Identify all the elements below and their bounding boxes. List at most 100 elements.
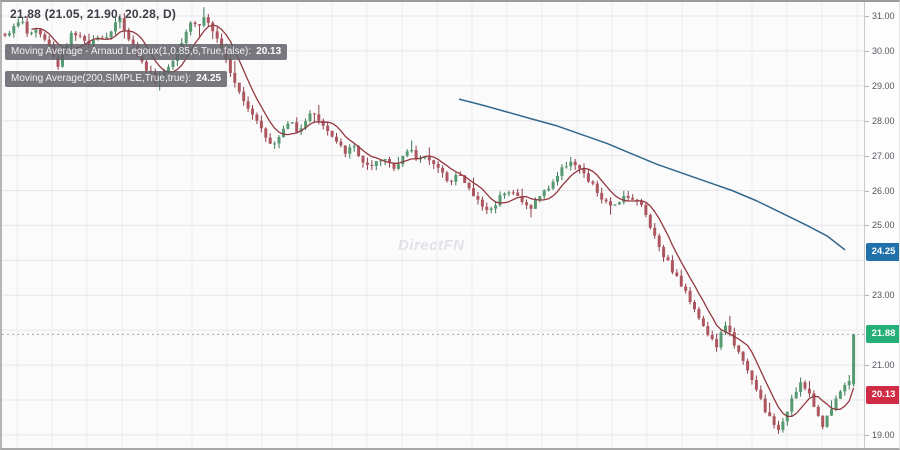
- candle-body: [759, 389, 763, 399]
- candle-body: [701, 318, 705, 327]
- candle-body: [233, 72, 237, 83]
- axis-tick-label: 29.00: [872, 81, 895, 91]
- candle-body: [852, 334, 856, 385]
- candle-body: [396, 164, 400, 169]
- candle-body: [427, 156, 431, 161]
- candle-body: [432, 160, 436, 164]
- candle-body: [436, 164, 440, 168]
- quote-ohlc-line: 21.88 (21.05, 21.90, 20.28, D): [10, 7, 177, 21]
- candle-body: [91, 39, 95, 46]
- candle-body: [609, 201, 612, 206]
- candle-body: [277, 137, 281, 144]
- candle-body: [268, 137, 272, 144]
- axis-tick-mark: [865, 156, 869, 157]
- candle-body: [251, 108, 254, 115]
- candle-body: [684, 286, 688, 291]
- candle-body: [458, 175, 462, 176]
- candle-body: [520, 195, 524, 203]
- candle-body: [198, 24, 201, 26]
- axis-tick-mark: [865, 295, 869, 296]
- candle-body: [706, 326, 710, 335]
- candle-body: [312, 113, 316, 115]
- candle-body: [564, 166, 568, 168]
- candle-body: [551, 181, 555, 189]
- candle-body: [724, 325, 727, 333]
- candle-body: [569, 161, 573, 167]
- candle-body: [414, 150, 418, 160]
- candle-body: [131, 39, 135, 45]
- candle-body: [21, 21, 25, 23]
- candle-body: [295, 122, 299, 133]
- candle-body: [127, 30, 131, 40]
- legend-ma-alma[interactable]: Moving Average - Arnaud Legoux(1,0.85,6,…: [5, 44, 288, 60]
- candle-body: [122, 18, 126, 31]
- candle-body: [171, 60, 175, 67]
- candle-body: [78, 35, 82, 37]
- candle-body: [273, 143, 277, 145]
- price-axis[interactable]: 31.00 30.00 29.00 28.00 27.00 26.00 25.00 23.00…: [864, 2, 899, 448]
- candle-body: [644, 204, 648, 215]
- candle-body: [25, 21, 29, 34]
- axis-tick-label: 26.00: [872, 186, 895, 196]
- axis-tick-mark: [865, 51, 869, 52]
- candle-body: [242, 91, 246, 102]
- legend-ma-200-label: Moving Average(200,SIMPLE,True,true):: [11, 73, 192, 84]
- candle-body: [741, 351, 745, 361]
- candle-body: [494, 205, 498, 209]
- candle-body: [167, 66, 170, 73]
- candle-body: [330, 130, 334, 137]
- candle-body: [43, 34, 47, 40]
- legend-ma-200[interactable]: Moving Average(200,SIMPLE,True,true): 24.…: [5, 71, 228, 87]
- candle-body: [591, 181, 595, 184]
- candle-body: [109, 31, 113, 38]
- candle-body: [560, 167, 564, 176]
- candle-body: [622, 195, 626, 203]
- candle-body: [30, 32, 33, 34]
- candle-body: [264, 128, 268, 138]
- axis-tick-label: 28.00: [872, 116, 895, 126]
- candle-body: [693, 302, 696, 310]
- candle-body: [807, 388, 811, 394]
- candle-body: [525, 202, 529, 206]
- candle-body: [631, 197, 635, 200]
- candle-body: [454, 175, 458, 182]
- candle-body: [105, 37, 109, 39]
- candle-body: [843, 385, 847, 392]
- candle-body: [803, 382, 807, 389]
- sma200-line: [458, 98, 846, 251]
- candle-body: [516, 192, 520, 196]
- candle-body: [715, 338, 719, 348]
- candle-body: [533, 199, 537, 209]
- candle-body: [812, 393, 816, 407]
- candle-body: [211, 22, 215, 32]
- candle-body: [304, 121, 308, 129]
- axis-tick-label: 25.00: [872, 220, 895, 230]
- candle-body: [335, 136, 338, 142]
- candle-body: [768, 412, 772, 417]
- legend-ma-alma-label: Moving Average - Arnaud Legoux(1,0.85,6,…: [11, 46, 252, 57]
- candle-body: [317, 114, 321, 121]
- candle-body: [370, 165, 374, 166]
- candle-body: [308, 113, 312, 122]
- candle-body: [388, 159, 391, 164]
- candle-body: [401, 155, 405, 165]
- candle-body: [498, 195, 502, 206]
- candle-body: [737, 345, 741, 352]
- candle-body: [547, 188, 551, 191]
- candle-body: [379, 160, 383, 162]
- candle-body: [573, 161, 577, 166]
- candle-body: [613, 204, 617, 206]
- candle-body: [7, 33, 11, 36]
- candle-body: [3, 33, 7, 36]
- last-price-badge: 21.88: [866, 325, 899, 343]
- axis-tick-mark: [865, 121, 869, 122]
- candle-body: [688, 290, 692, 302]
- candle-body: [74, 32, 78, 36]
- candle-body: [87, 40, 91, 46]
- candle-body: [777, 424, 780, 430]
- legend-ma-alma-value: 20.13: [256, 46, 282, 57]
- candle-body: [374, 161, 378, 166]
- axis-tick-label: 31.00: [872, 11, 895, 21]
